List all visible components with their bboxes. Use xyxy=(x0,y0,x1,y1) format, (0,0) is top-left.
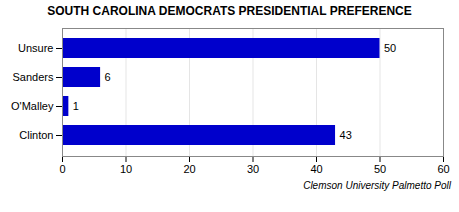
svg-text:1: 1 xyxy=(73,100,79,112)
svg-text:50: 50 xyxy=(384,42,396,54)
svg-text:40: 40 xyxy=(310,163,322,175)
svg-text:Unsure: Unsure xyxy=(18,42,53,54)
svg-text:30: 30 xyxy=(247,163,259,175)
svg-text:O'Malley: O'Malley xyxy=(11,100,54,112)
svg-text:20: 20 xyxy=(183,163,195,175)
svg-text:0: 0 xyxy=(59,163,65,175)
svg-text:Sanders: Sanders xyxy=(13,71,54,83)
svg-text:Clinton: Clinton xyxy=(19,129,53,141)
svg-text:43: 43 xyxy=(340,129,352,141)
svg-text:6: 6 xyxy=(105,71,111,83)
svg-text:60: 60 xyxy=(437,163,449,175)
svg-text:10: 10 xyxy=(120,163,132,175)
html-text:SOUTH CAROLINA DEMOCRATS PRESI: SOUTH CAROLINA DEMOCRATS PRESIDENTIAL PR… xyxy=(47,4,412,18)
html-text:Clemson University Palmetto Po: Clemson University Palmetto Poll xyxy=(303,180,451,191)
svg-text:50: 50 xyxy=(374,163,386,175)
